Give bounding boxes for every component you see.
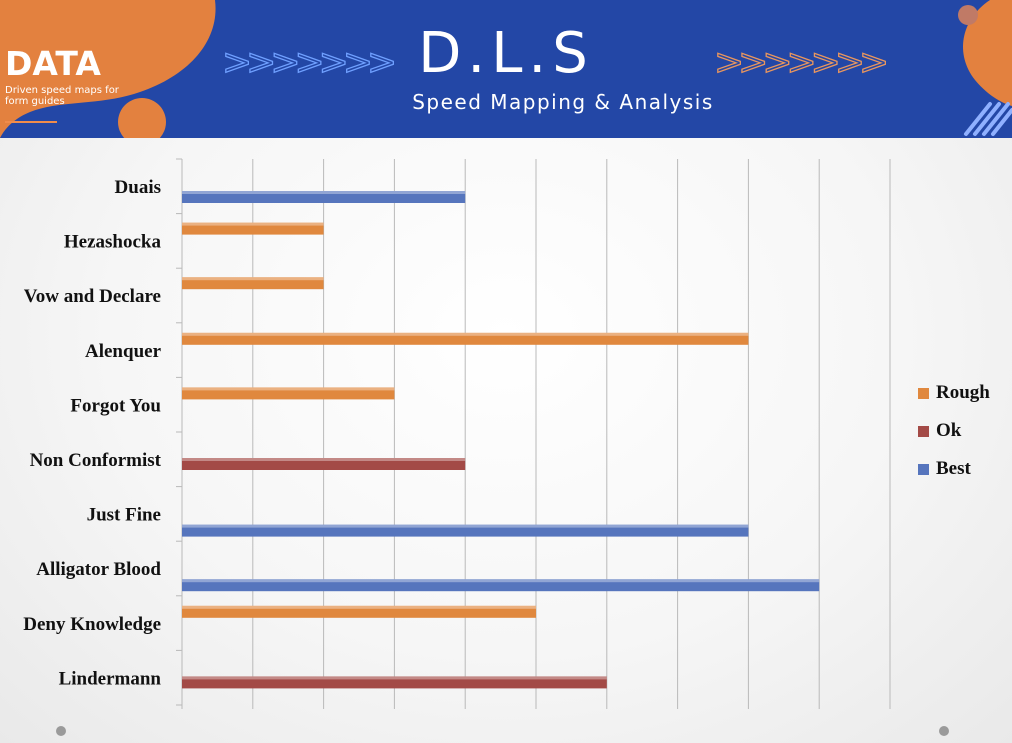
bar	[182, 605, 536, 618]
category-label: Hezashocka	[64, 232, 162, 253]
bar-highlight	[182, 676, 607, 680]
legend-swatch	[918, 388, 929, 399]
banner-decoration	[0, 0, 1012, 138]
category-label: Vow and Declare	[24, 286, 161, 307]
slide-dot-left	[56, 726, 66, 736]
legend-swatch	[918, 464, 929, 475]
page-title: D.L.S	[418, 21, 594, 86]
tagline-rule	[5, 121, 57, 123]
bar-highlight	[182, 191, 466, 194]
slide-dot-right	[939, 726, 949, 736]
category-label: Forgot You	[70, 395, 161, 416]
bar-chart: Duais Hezashocka Vow and Declare Alenquer Fo…	[23, 158, 891, 709]
header-banner: DATA Driven speed maps for form guides >…	[0, 0, 1012, 138]
bar-highlight	[182, 222, 324, 226]
bar	[182, 458, 466, 470]
bar-highlight	[182, 458, 466, 461]
legend-label: Rough	[936, 382, 990, 403]
category-label: Lindermann	[59, 668, 162, 689]
bar	[182, 332, 749, 345]
bar-highlight	[182, 605, 536, 609]
bar-highlight	[182, 332, 749, 336]
category-label: Deny Knowledge	[23, 614, 161, 635]
chevrons-right: >>>>>>>	[714, 42, 886, 83]
category-label: Non Conformist	[30, 450, 162, 471]
brand-logo-text: DATA	[5, 44, 101, 83]
bar-highlight	[182, 524, 749, 528]
bar	[182, 524, 749, 537]
bar	[182, 222, 324, 235]
category-label: Just Fine	[87, 505, 161, 526]
chevrons-left: >>>>>>>	[222, 42, 394, 83]
bar	[182, 191, 466, 203]
bar-highlight	[182, 387, 395, 391]
category-label: Duais	[115, 177, 161, 198]
legend-label: Best	[936, 458, 971, 479]
bar	[182, 579, 820, 592]
bar	[182, 387, 395, 400]
chevron-decorations: >>>>>>> >>>>>>>	[221, 41, 892, 83]
bar	[182, 277, 324, 290]
brand-tagline: Driven speed maps for form guides	[5, 85, 119, 107]
category-label: Alligator Blood	[36, 559, 161, 580]
page-subtitle: Speed Mapping & Analysis	[412, 90, 714, 114]
bar-highlight	[182, 579, 820, 583]
legend-swatch	[918, 426, 929, 437]
bar	[182, 676, 607, 689]
category-label: Alenquer	[85, 341, 162, 362]
legend-label: Ok	[936, 420, 962, 441]
bar-highlight	[182, 277, 324, 281]
